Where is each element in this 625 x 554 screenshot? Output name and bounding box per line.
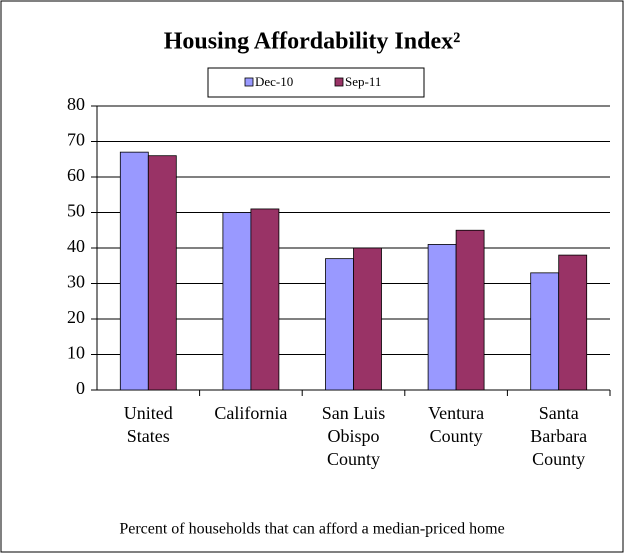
y-tick-label: 40 bbox=[67, 236, 85, 256]
bar bbox=[325, 258, 354, 391]
y-tick-label: 50 bbox=[67, 201, 85, 221]
bar bbox=[250, 208, 280, 391]
x-tick-label: Santa Barbara County bbox=[530, 403, 588, 469]
y-tick-label: 80 bbox=[67, 94, 85, 114]
legend-label: Sep-11 bbox=[345, 74, 381, 89]
caption: Percent of households that can afford a … bbox=[119, 521, 504, 538]
y-tick-label: 30 bbox=[67, 272, 85, 292]
x-tick-label: Ventura County bbox=[428, 403, 485, 446]
x-tick-label: United States bbox=[123, 403, 173, 446]
x-tick-label: San Luis Obispo County bbox=[321, 403, 386, 469]
bar bbox=[558, 254, 588, 391]
legend-swatch bbox=[334, 77, 344, 87]
bar bbox=[119, 151, 149, 391]
bar bbox=[530, 272, 560, 391]
chart-title: Housing Affordability Index² bbox=[164, 29, 461, 55]
x-tick-label: California bbox=[214, 403, 288, 423]
legend-label: Dec-10 bbox=[255, 74, 293, 89]
bar bbox=[455, 229, 485, 391]
legend-swatch bbox=[244, 77, 254, 87]
bar bbox=[353, 247, 382, 391]
bar bbox=[222, 212, 252, 391]
y-tick-label: 10 bbox=[67, 343, 85, 363]
legend-box bbox=[207, 67, 425, 98]
y-tick-label: 70 bbox=[67, 130, 85, 150]
y-tick-label: 60 bbox=[67, 165, 85, 185]
y-tick-label: 0 bbox=[76, 378, 85, 398]
bar bbox=[427, 244, 457, 391]
y-tick-label: 20 bbox=[67, 307, 85, 327]
bar bbox=[147, 155, 177, 391]
